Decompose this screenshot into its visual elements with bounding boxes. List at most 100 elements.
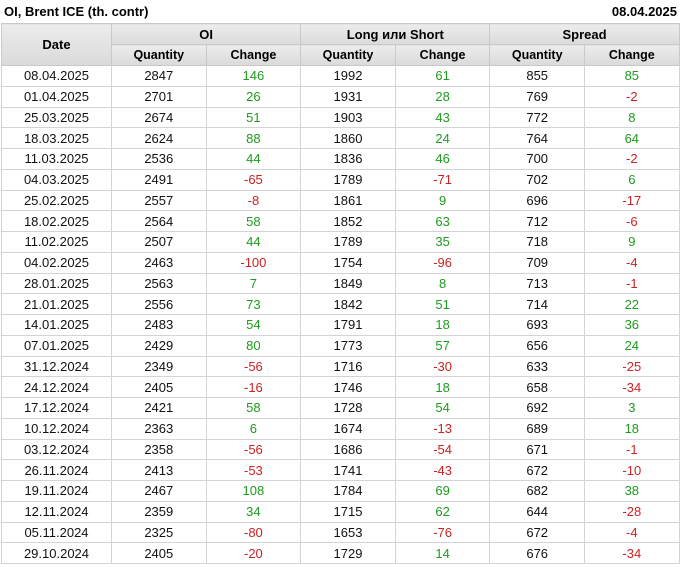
quantity-cell: 1784 [300,480,396,502]
change-cell: 88 [205,127,302,149]
table-row: 10.12.2024 2363 6 1674 -13 689 18 [1,417,680,440]
change-cell: 18 [584,417,680,440]
date-cell: 29.10.2024 [1,542,112,564]
quantity-cell: 2421 [111,397,207,419]
quantity-cell: 1728 [300,397,396,419]
quantity-cell: 658 [489,376,585,398]
change-cell: 64 [584,127,680,149]
change-cell: -25 [584,355,680,378]
table-row: 08.04.2025 2847 146 1992 61 855 85 [1,65,680,87]
change-cell: -56 [205,355,302,378]
change-cell: 6 [205,417,302,440]
quantity-cell: 672 [489,521,585,544]
quantity-cell: 2325 [111,521,207,544]
date-cell: 25.03.2025 [1,106,112,129]
quantity-cell: 1789 [300,168,396,191]
quantity-cell: 1842 [300,293,396,315]
change-cell: -13 [394,417,491,440]
change-cell: 9 [394,189,491,212]
table-row: 31.12.2024 2349 -56 1716 -30 633 -25 [1,355,680,378]
date-cell: 25.02.2025 [1,189,112,212]
change-cell: 43 [394,106,491,129]
quantity-cell: 1715 [300,500,396,523]
change-cell: 51 [394,293,491,315]
table-row: 11.03.2025 2536 44 1836 46 700 -2 [1,148,680,170]
date-cell: 28.01.2025 [1,272,112,295]
date-cell: 07.01.2025 [1,334,112,357]
change-cell: 35 [394,231,491,253]
change-cell: 46 [394,148,491,170]
table-row: 18.02.2025 2564 58 1852 63 712 -6 [1,210,680,232]
sub-header-row: Quantity Change Quantity Change Quantity… [2,44,680,66]
table-row: 01.04.2025 2701 26 1931 28 769 -2 [1,85,680,108]
quantity-cell: 714 [489,293,585,315]
quantity-cell: 1992 [300,65,396,87]
quantity-cell: 2847 [111,65,207,87]
change-cell: 54 [394,397,491,419]
quantity-cell: 2624 [111,127,207,149]
table-row: 05.11.2024 2325 -80 1653 -76 672 -4 [1,521,680,544]
quantity-cell: 713 [489,272,585,295]
table-row: 04.02.2025 2463 -100 1754 -96 709 -4 [1,251,680,274]
date-cell: 10.12.2024 [1,417,112,440]
change-cell: -8 [205,189,302,212]
change-cell: -54 [394,438,491,461]
quantity-cell: 2563 [111,272,207,295]
change-cell: -16 [205,376,302,398]
quantity-cell: 718 [489,231,585,253]
change-cell: 62 [394,500,491,523]
change-cell: -2 [584,85,680,108]
quantity-cell: 692 [489,397,585,419]
change-cell: -56 [205,438,302,461]
date-cell: 18.03.2025 [1,127,112,149]
change-cell: -34 [584,376,680,398]
quantity-cell: 1836 [300,148,396,170]
change-cell: 24 [584,334,680,357]
change-cell: -100 [205,251,302,274]
date-cell: 08.04.2025 [1,65,112,87]
quantity-cell: 644 [489,500,585,523]
change-cell: -65 [205,168,302,191]
change-cell: 26 [205,85,302,108]
change-cell: 61 [394,65,491,87]
table-row: 24.12.2024 2405 -16 1746 18 658 -34 [1,376,680,398]
change-cell: -4 [584,521,680,544]
quantity-cell: 689 [489,417,585,440]
change-cell: 38 [584,480,680,502]
quantity-cell: 1754 [300,251,396,274]
quantity-cell: 1746 [300,376,396,398]
col-header-ls-change: Change [394,44,491,66]
quantity-cell: 693 [489,314,585,336]
quantity-cell: 769 [489,85,585,108]
quantity-cell: 1729 [300,542,396,564]
quantity-cell: 2463 [111,251,207,274]
change-cell: 18 [394,376,491,398]
change-cell: 73 [205,293,302,315]
quantity-cell: 1860 [300,127,396,149]
change-cell: 44 [205,148,302,170]
quantity-cell: 2564 [111,210,207,232]
change-cell: 7 [205,272,302,295]
quantity-cell: 1686 [300,438,396,461]
quantity-cell: 2491 [111,168,207,191]
quantity-cell: 1931 [300,85,396,108]
change-cell: 36 [584,314,680,336]
quantity-cell: 1773 [300,334,396,357]
quantity-cell: 1861 [300,189,396,212]
date-cell: 14.01.2025 [1,314,112,336]
quantity-cell: 682 [489,480,585,502]
quantity-cell: 702 [489,168,585,191]
report-date: 08.04.2025 [611,4,677,19]
quantity-cell: 656 [489,334,585,357]
quantity-cell: 2405 [111,376,207,398]
table-row: 19.11.2024 2467 108 1784 69 682 38 [1,480,680,502]
quantity-cell: 2507 [111,231,207,253]
quantity-cell: 2483 [111,314,207,336]
quantity-cell: 1789 [300,231,396,253]
quantity-cell: 2536 [111,148,207,170]
change-cell: -20 [205,542,302,564]
change-cell: 24 [394,127,491,149]
col-group-oi: OI [110,23,302,45]
col-group-spread: Spread [489,23,680,45]
